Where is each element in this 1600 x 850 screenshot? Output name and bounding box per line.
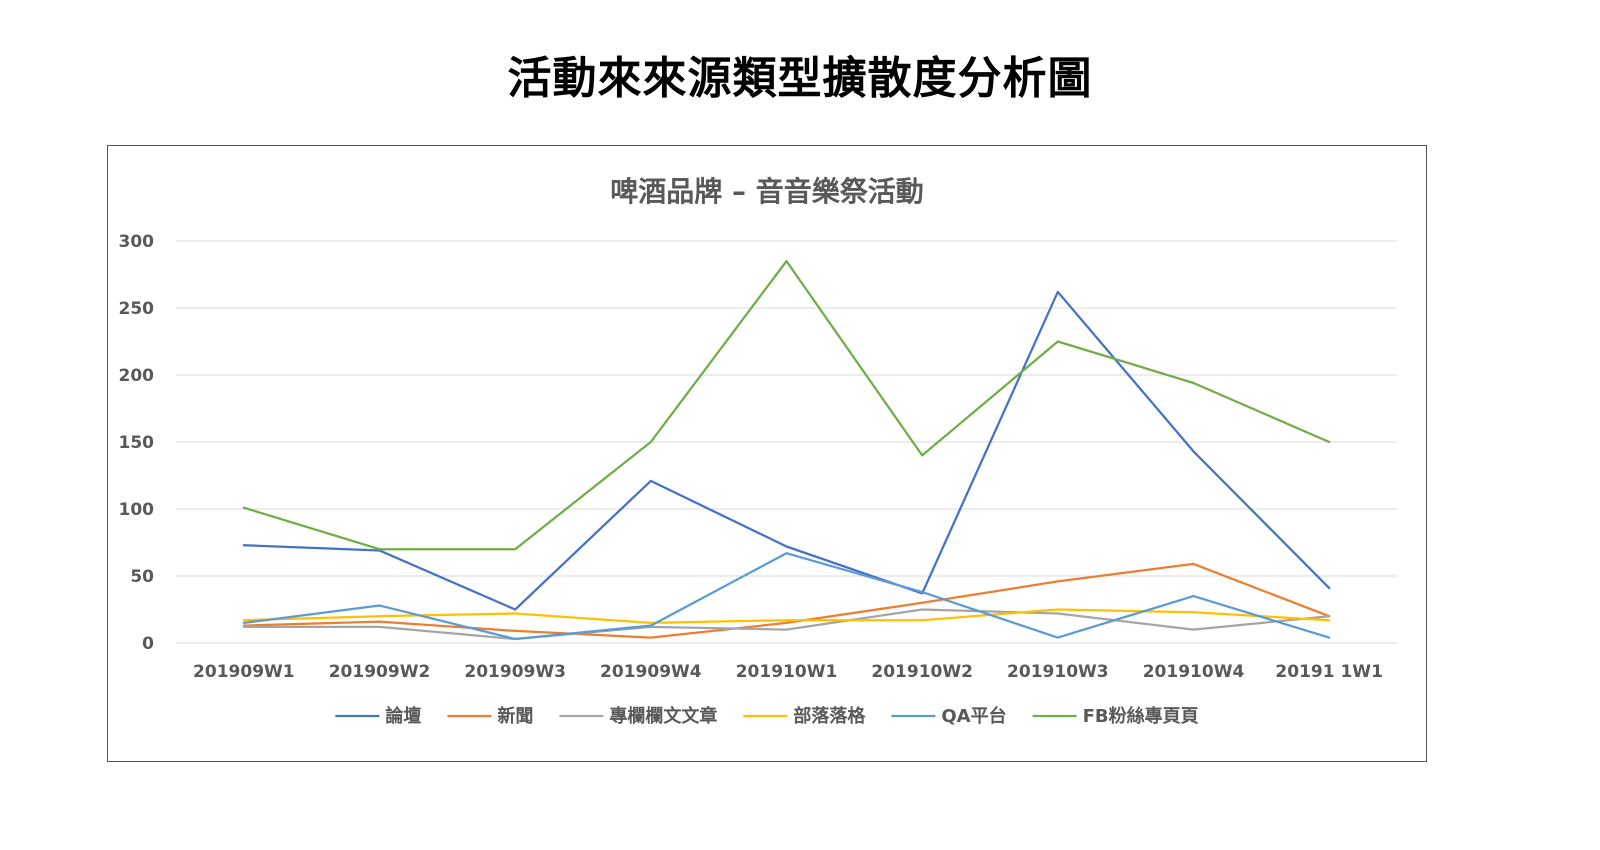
series-line-5 <box>242 259 1331 551</box>
x-tick-label: 201909W3 <box>464 662 566 682</box>
series-lines <box>242 259 1331 641</box>
legend-label: 專欄欄文文章 <box>609 705 717 727</box>
x-tick-label: 201910W3 <box>1007 662 1109 682</box>
y-tick-label: 300 <box>119 232 155 252</box>
line-chart: 啤酒品牌 – 音音樂祭活動 0 50 100 150 200 250 300 201909W… <box>119 175 1397 727</box>
page-title: 活動來來源類型擴散度分析圖 <box>507 53 1093 104</box>
legend-item: FB粉絲專頁頁 <box>1032 705 1199 727</box>
series-line-0 <box>242 290 1331 611</box>
x-tick-label: 201909W1 <box>193 662 295 682</box>
chart-title: 啤酒品牌 – 音音樂祭活動 <box>610 175 924 208</box>
legend-item: 部落落格 <box>743 705 866 727</box>
y-tick-label: 200 <box>119 366 155 386</box>
legend-label: 論壇 <box>385 705 421 727</box>
legend: 論壇 新聞 專欄欄文文章 部落落格 QA平台 FB粉絲專頁頁 <box>335 705 1199 727</box>
legend-item: 論壇 <box>335 705 421 727</box>
y-axis-ticks: 0 50 100 150 200 250 300 <box>119 232 155 654</box>
legend-item: 專欄欄文文章 <box>559 705 717 727</box>
x-tick-label: 201910W4 <box>1143 662 1245 682</box>
y-tick-label: 50 <box>130 567 154 587</box>
legend-label: 新聞 <box>497 705 533 727</box>
chart-container: 啤酒品牌 – 音音樂祭活動 0 50 100 150 200 250 300 201909W… <box>107 145 1427 762</box>
x-tick-label: 201909W4 <box>600 662 702 682</box>
legend-item: QA平台 <box>891 705 1007 727</box>
legend-label: FB粉絲專頁頁 <box>1083 705 1199 727</box>
series-line-4 <box>242 552 1331 641</box>
series-line-3 <box>242 608 1331 625</box>
legend-item: 新聞 <box>447 705 533 727</box>
y-tick-label: 100 <box>119 500 155 520</box>
y-tick-label: 0 <box>142 634 154 654</box>
legend-label: QA平台 <box>941 705 1006 727</box>
series-line-2 <box>242 608 1331 641</box>
series-line-1 <box>242 562 1331 639</box>
gridlines <box>176 240 1397 644</box>
x-tick-label: 201910W2 <box>871 662 973 682</box>
x-tick-label: 201910W1 <box>736 662 838 682</box>
legend-label: 部落落格 <box>793 705 866 727</box>
x-tick-label: 20191 1W1 <box>1275 662 1382 682</box>
y-tick-label: 150 <box>119 433 155 453</box>
y-tick-label: 250 <box>119 299 155 319</box>
x-axis-ticks: 201909W1 201909W2 201909W3 201909W4 201910W1… <box>193 662 1383 682</box>
x-tick-label: 201909W2 <box>329 662 431 682</box>
